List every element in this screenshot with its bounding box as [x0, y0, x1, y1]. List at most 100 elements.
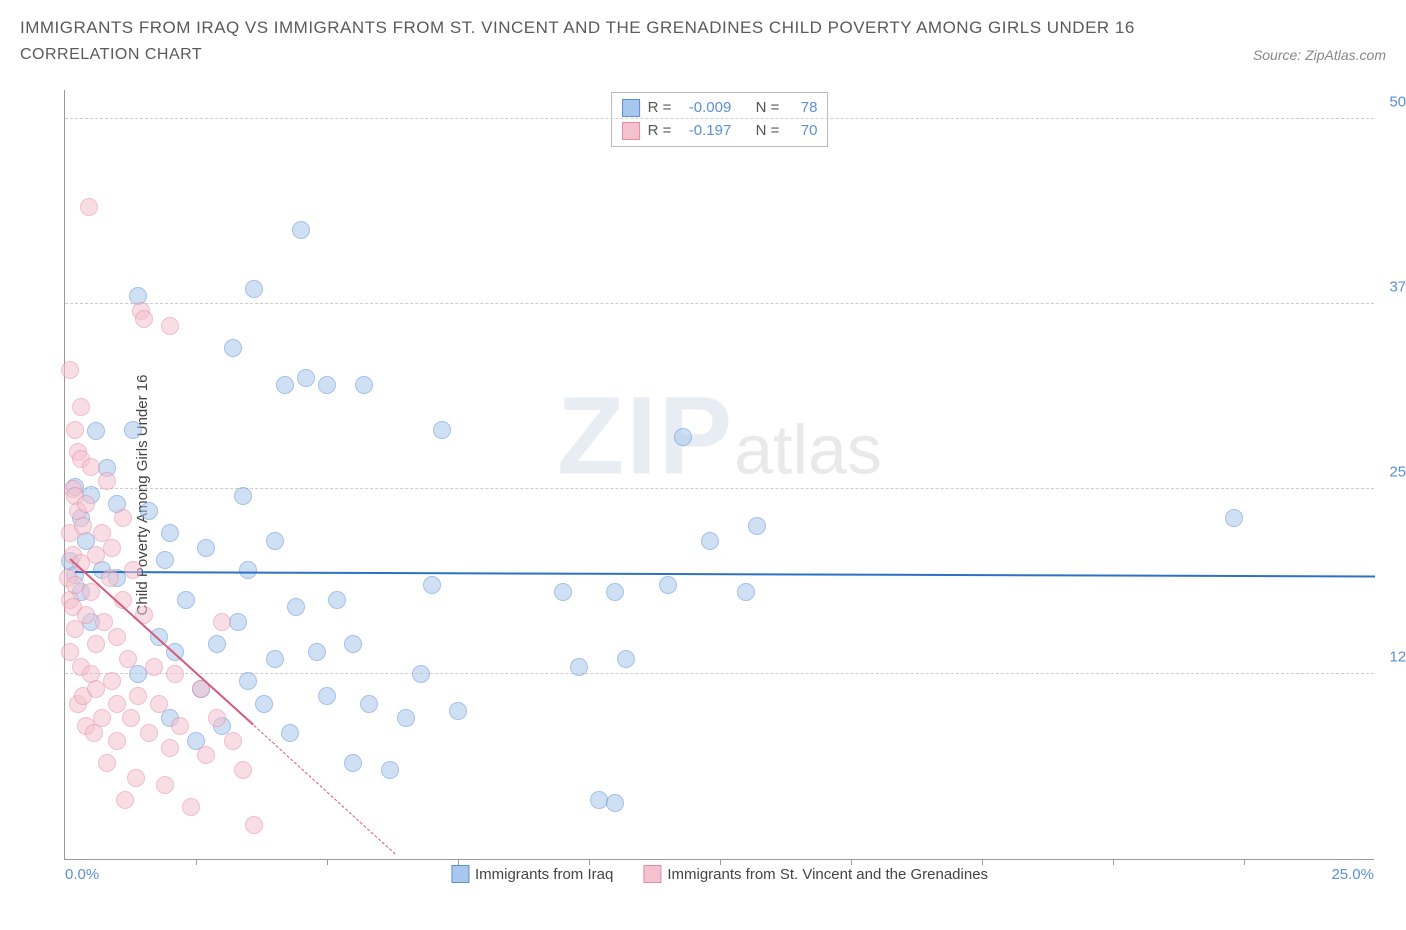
x-tick	[851, 859, 852, 865]
data-point-svg	[103, 672, 121, 690]
legend-item-iraq: Immigrants from Iraq	[451, 865, 613, 883]
data-point-iraq	[208, 635, 226, 653]
data-point-svg	[87, 635, 105, 653]
data-point-svg	[161, 739, 179, 757]
data-point-svg	[61, 361, 79, 379]
legend-item-svg: Immigrants from St. Vincent and the Gren…	[643, 865, 988, 883]
data-point-iraq	[239, 561, 257, 579]
swatch-iraq	[451, 865, 469, 883]
data-point-iraq	[554, 583, 572, 601]
data-point-iraq	[156, 551, 174, 569]
data-point-svg	[140, 724, 158, 742]
stat-r-label: R =	[648, 120, 672, 143]
data-point-iraq	[328, 591, 346, 609]
data-point-iraq	[1225, 509, 1243, 527]
data-point-svg	[127, 769, 145, 787]
data-point-svg	[150, 695, 168, 713]
data-point-iraq	[276, 376, 294, 394]
stats-legend: R = -0.009 N = 78R =-0.197 N =70	[611, 92, 829, 147]
data-point-svg	[77, 606, 95, 624]
x-tick	[720, 859, 721, 865]
gridline-h	[65, 488, 1374, 489]
data-point-svg	[114, 509, 132, 527]
y-tick-label: 12.5%	[1389, 648, 1406, 665]
data-point-iraq	[245, 280, 263, 298]
data-point-iraq	[381, 761, 399, 779]
trend-line	[75, 571, 1375, 577]
x-axis-max-label: 25.0%	[1331, 866, 1374, 883]
stat-n-value: 78	[787, 97, 817, 120]
data-point-iraq	[281, 724, 299, 742]
x-tick	[1244, 859, 1245, 865]
data-point-svg	[135, 310, 153, 328]
data-point-iraq	[570, 658, 588, 676]
data-point-iraq	[297, 369, 315, 387]
x-tick	[982, 859, 983, 865]
chart-subtitle: CORRELATION CHART	[20, 46, 202, 64]
data-point-svg	[124, 561, 142, 579]
x-tick	[458, 859, 459, 865]
data-point-svg	[93, 709, 111, 727]
data-point-svg	[119, 650, 137, 668]
stat-r-label: R =	[648, 97, 672, 120]
data-point-iraq	[397, 709, 415, 727]
plot-area: ZIPatlas R =-0.009 N =78R =-0.197 N =70 …	[64, 90, 1374, 860]
data-point-svg	[95, 613, 113, 631]
data-point-svg	[224, 732, 242, 750]
swatch-svg	[622, 122, 640, 140]
data-point-iraq	[318, 687, 336, 705]
data-point-svg	[208, 709, 226, 727]
data-point-svg	[108, 628, 126, 646]
data-point-iraq	[255, 695, 273, 713]
x-tick	[1113, 859, 1114, 865]
data-point-iraq	[433, 421, 451, 439]
data-point-svg	[66, 620, 84, 638]
data-point-svg	[116, 791, 134, 809]
data-point-iraq	[308, 643, 326, 661]
data-point-iraq	[229, 613, 247, 631]
data-point-svg	[66, 421, 84, 439]
legend-label: Immigrants from Iraq	[475, 866, 613, 883]
data-point-svg	[103, 539, 121, 557]
data-point-svg	[77, 495, 95, 513]
data-point-iraq	[197, 539, 215, 557]
data-point-svg	[74, 517, 92, 535]
data-point-svg	[156, 776, 174, 794]
stat-n-label: N =	[756, 97, 780, 120]
swatch-svg	[643, 865, 661, 883]
data-point-iraq	[674, 428, 692, 446]
y-tick-label: 37.5%	[1389, 278, 1406, 295]
stat-r-value: -0.009	[679, 97, 731, 120]
source-credit: Source: ZipAtlas.com	[1253, 47, 1386, 63]
data-point-svg	[145, 658, 163, 676]
data-point-iraq	[737, 583, 755, 601]
data-point-svg	[161, 317, 179, 335]
data-point-iraq	[224, 339, 242, 357]
data-point-iraq	[124, 421, 142, 439]
y-tick-label: 25.0%	[1389, 463, 1406, 480]
watermark: ZIPatlas	[557, 373, 882, 500]
data-point-svg	[182, 798, 200, 816]
data-point-svg	[80, 198, 98, 216]
data-point-svg	[197, 746, 215, 764]
data-point-iraq	[344, 635, 362, 653]
data-point-iraq	[701, 532, 719, 550]
data-point-svg	[101, 569, 119, 587]
trend-line	[253, 725, 395, 855]
data-point-iraq	[748, 517, 766, 535]
data-point-svg	[213, 613, 231, 631]
gridline-h	[65, 303, 1374, 304]
swatch-iraq	[622, 99, 640, 117]
data-point-iraq	[412, 665, 430, 683]
data-point-iraq	[659, 576, 677, 594]
data-point-iraq	[449, 702, 467, 720]
data-point-iraq	[355, 376, 373, 394]
x-tick	[327, 859, 328, 865]
legend-label: Immigrants from St. Vincent and the Gren…	[667, 866, 988, 883]
data-point-iraq	[360, 695, 378, 713]
data-point-iraq	[423, 576, 441, 594]
data-point-iraq	[344, 754, 362, 772]
data-point-iraq	[87, 422, 105, 440]
series-legend: Immigrants from Iraq Immigrants from St. …	[451, 865, 988, 883]
stats-row-svg: R =-0.197 N =70	[622, 120, 818, 143]
